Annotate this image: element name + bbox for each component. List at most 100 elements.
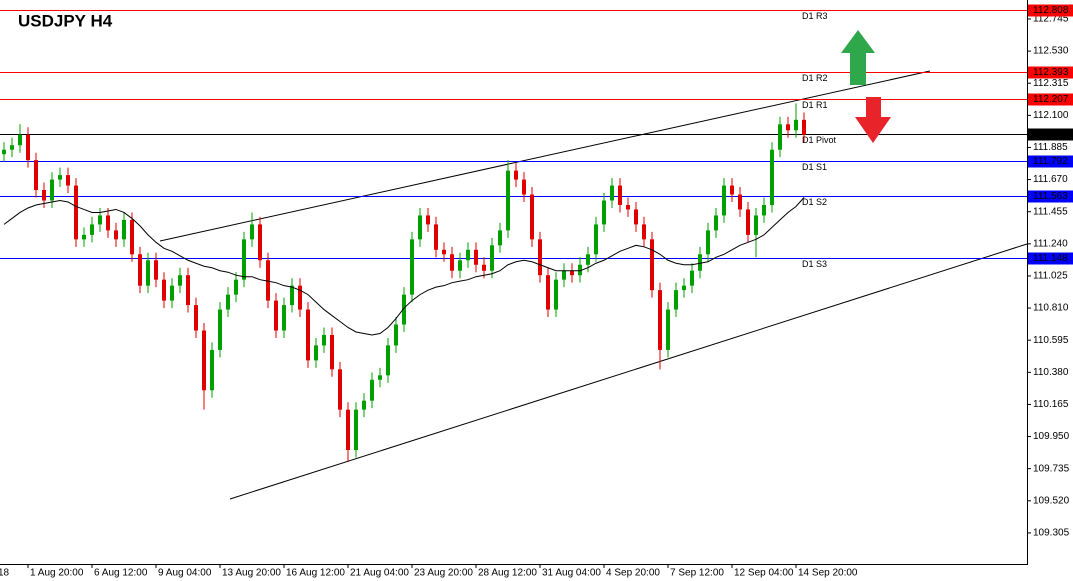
candle-body — [546, 275, 550, 310]
candle-body — [402, 294, 406, 325]
candle-body — [82, 234, 86, 240]
y-tick-label: 110.165 — [1033, 399, 1069, 410]
candle-body — [802, 119, 806, 135]
price-tag — [1028, 4, 1073, 17]
candle-body — [394, 324, 398, 346]
candle-body — [194, 305, 198, 331]
candle-body — [106, 215, 110, 231]
lower-trend-line — [229, 243, 1028, 500]
level-label: D1 Pivot — [802, 135, 837, 145]
down-arrow — [855, 97, 891, 143]
candle-body — [210, 349, 214, 391]
candle-body — [658, 290, 662, 350]
candle-body — [650, 239, 654, 291]
price-tag-label: 111.978 — [1033, 129, 1068, 140]
price-tag-label: 112.393 — [1033, 67, 1069, 78]
y-tick-label: 112.745 — [1033, 14, 1069, 25]
candle-body — [322, 334, 326, 346]
chart-title: USDJPY H4 — [18, 11, 113, 30]
level-label: D1 R3 — [802, 11, 828, 21]
candle-body — [514, 170, 518, 180]
candle-body — [354, 409, 358, 451]
candle-body — [634, 209, 638, 225]
x-tick-label: 7 Sep 12:00 — [670, 568, 724, 579]
y-tick-label: 110.810 — [1033, 303, 1069, 314]
candle-body — [2, 149, 6, 155]
y-tick-label: 111.240 — [1033, 238, 1068, 249]
candle-body — [154, 260, 158, 280]
candle-body — [426, 215, 430, 225]
y-tick-label: 109.735 — [1033, 463, 1070, 474]
candle-body — [602, 200, 606, 225]
candle-body — [226, 294, 230, 310]
y-tick-label: 109.305 — [1033, 528, 1070, 539]
candle-body — [578, 264, 582, 276]
y-tick-label: 110.595 — [1033, 335, 1069, 346]
candle-body — [562, 270, 566, 280]
candle-body — [682, 285, 686, 291]
candle-body — [298, 285, 302, 310]
candle-body — [138, 254, 142, 286]
candle-body — [74, 185, 78, 240]
candle-body — [306, 309, 310, 361]
candle-body — [490, 245, 494, 271]
y-tick-label: 111.455 — [1033, 206, 1068, 217]
candle-body — [50, 179, 54, 201]
x-tick-label: 21 Aug 04:00 — [350, 568, 409, 579]
x-tick-label: 14 Sep 20:00 — [798, 568, 858, 579]
price-tag — [1028, 128, 1073, 141]
candle-body — [362, 400, 366, 410]
candle-body — [58, 175, 62, 180]
candle-body — [458, 260, 462, 271]
candle-body — [618, 185, 622, 205]
candle-body — [498, 230, 502, 246]
candle-body — [538, 239, 542, 276]
price-tag — [1028, 66, 1073, 79]
candle-body — [714, 215, 718, 231]
candle-body — [770, 149, 774, 205]
x-tick-label: 13 Aug 20:00 — [222, 568, 281, 579]
y-tick-label: 111.885 — [1033, 142, 1068, 153]
candle-body — [554, 279, 558, 310]
x-tick-label: 28 Aug 12:00 — [478, 568, 537, 579]
candle-body — [522, 179, 526, 195]
candle-body — [690, 270, 694, 286]
candle-body — [98, 215, 102, 225]
plot-area: D1 R3 D1 R2 D1 R1 D1 Pivot D1 S1 D1 S2 D1 S3 — [0, 10, 1027, 462]
candle-body — [170, 285, 174, 301]
candle-body — [594, 224, 598, 255]
y-tick-label: 111.670 — [1033, 174, 1068, 185]
candle-body — [250, 224, 254, 240]
candle-body — [626, 204, 630, 210]
level-label: D1 R2 — [802, 73, 828, 83]
y-tick-label: 112.100 — [1033, 110, 1069, 121]
candle-body — [434, 224, 438, 250]
candle-body — [610, 185, 614, 201]
price-tag — [1028, 93, 1073, 106]
x-tick-label: 16 Aug 12:00 — [286, 568, 345, 579]
candle-body — [314, 345, 318, 361]
y-tick-label: 112.530 — [1033, 46, 1069, 57]
candle-body — [722, 185, 726, 216]
candle-body — [482, 264, 486, 271]
candle-body — [66, 175, 70, 186]
candle-body — [242, 239, 246, 280]
level-label: D1 S1 — [802, 162, 827, 172]
candle-body — [450, 254, 454, 271]
candle-body — [114, 230, 118, 240]
candle-body — [330, 334, 334, 370]
price-tag-label: 112.207 — [1033, 94, 1069, 105]
candle-body — [290, 285, 294, 306]
candle-body — [26, 134, 30, 161]
candle-body — [274, 300, 278, 331]
candle-body — [130, 219, 134, 255]
candle-body — [474, 249, 478, 265]
candle-body — [202, 330, 206, 391]
candle-body — [754, 215, 758, 235]
candle-body — [418, 215, 422, 240]
candle-body — [786, 124, 790, 131]
x-tick-label: 1 Aug 20:00 — [30, 568, 84, 579]
candle-body — [266, 260, 270, 301]
candle-body — [466, 249, 470, 261]
